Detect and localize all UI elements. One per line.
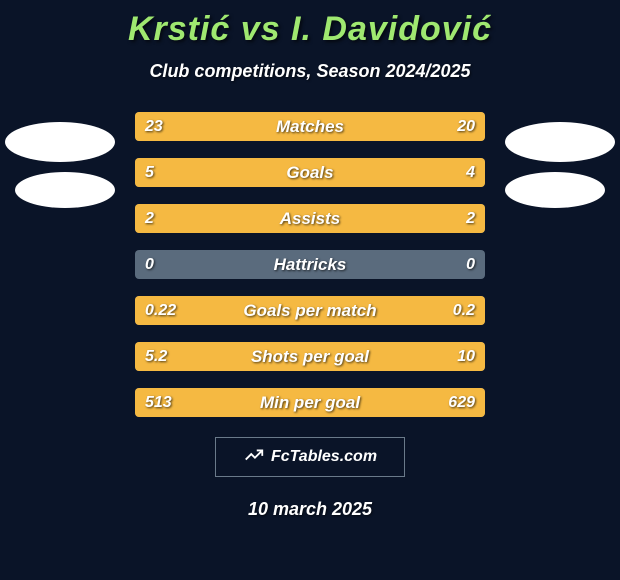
stat-row: Matches2320 xyxy=(135,112,485,141)
stat-row: Goals54 xyxy=(135,158,485,187)
player-left-avatar xyxy=(5,122,115,162)
stat-bar-right-fill xyxy=(318,296,485,325)
footer-date: 10 march 2025 xyxy=(248,499,372,520)
player-right-avatar xyxy=(505,122,615,162)
stat-bar-right-fill xyxy=(330,158,485,187)
player-right-club-badge xyxy=(505,172,605,208)
page-subtitle: Club competitions, Season 2024/2025 xyxy=(149,61,470,82)
stat-row: Hattricks0 0 xyxy=(135,250,485,279)
comparison-infographic: Krstić vs I. Davidović Club competitions… xyxy=(0,0,620,580)
stat-value-left: 0 xyxy=(145,250,154,279)
stat-row: Shots per goal5.210 xyxy=(135,342,485,371)
player-left-club-badge xyxy=(15,172,115,208)
stat-bar-left-fill xyxy=(135,158,330,187)
stat-bar-left-fill xyxy=(135,342,255,371)
stat-bar-right-fill xyxy=(292,388,485,417)
stat-bars: Matches2320 Goals54 Assists22 Hattricks0 0 Go… xyxy=(135,112,485,417)
stat-row: Min per goal513629 xyxy=(135,388,485,417)
stat-bar-right-fill xyxy=(322,112,485,141)
stat-bar-right-fill xyxy=(310,204,485,233)
watermark-badge: FcTables.com xyxy=(215,437,405,477)
stat-row: Assists22 xyxy=(135,204,485,233)
page-title: Krstić vs I. Davidović xyxy=(128,10,492,49)
stat-bar-left-fill xyxy=(135,204,310,233)
stat-label: Hattricks xyxy=(135,250,485,279)
stat-value-right: 0 xyxy=(466,250,475,279)
chart-icon xyxy=(243,444,265,471)
stat-bar-left-fill xyxy=(135,388,292,417)
watermark-text: FcTables.com xyxy=(271,448,377,466)
stat-bar-left-fill xyxy=(135,112,322,141)
stat-bar-left-fill xyxy=(135,296,318,325)
stat-bar-right-fill xyxy=(255,342,485,371)
stat-row: Goals per match0.220.2 xyxy=(135,296,485,325)
chart-area: Matches2320 Goals54 Assists22 Hattricks0 0 Go… xyxy=(0,112,620,417)
